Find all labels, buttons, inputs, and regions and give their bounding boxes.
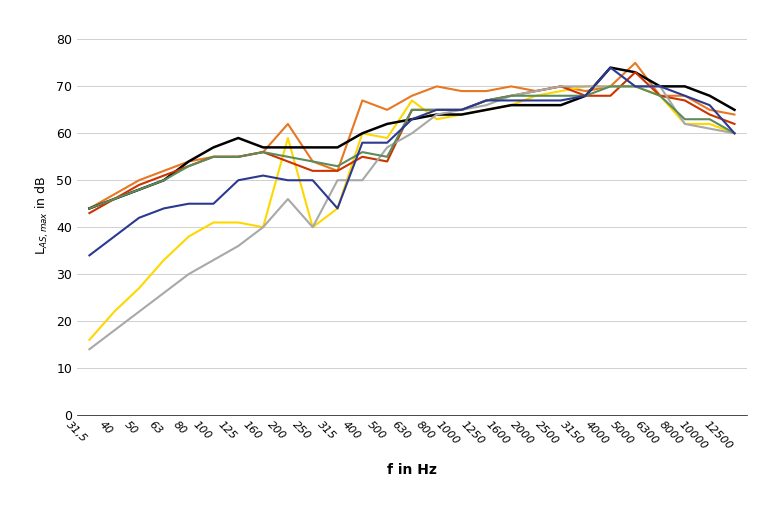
Y-axis label: L$_{AS,max}$ in dB: L$_{AS,max}$ in dB [33,176,51,255]
X-axis label: f in Hz: f in Hz [387,463,437,477]
